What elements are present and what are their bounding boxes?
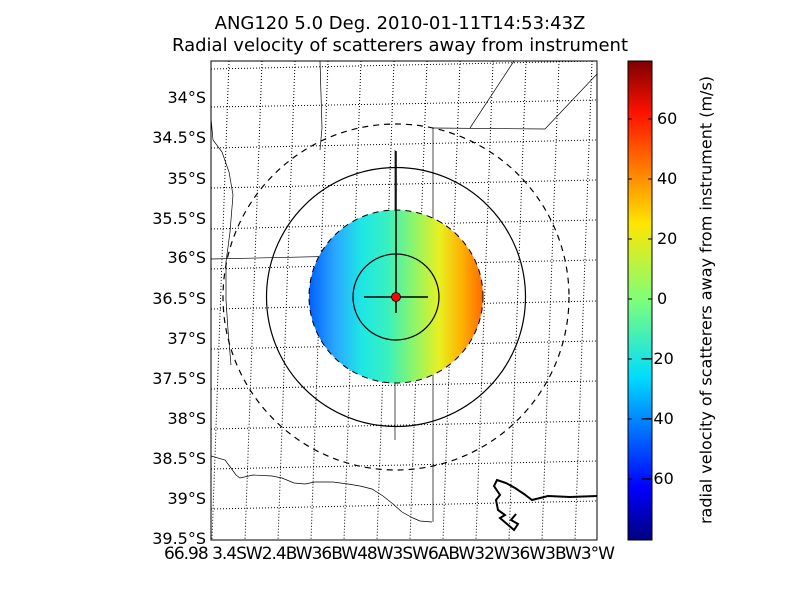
graticule bbox=[211, 61, 597, 540]
map-title-line2: Radial velocity of scatterers away from … bbox=[171, 35, 629, 56]
map-title-line1: ANG120 5.0 Deg. 2010-01-11T14:53:43Z bbox=[214, 13, 586, 34]
colorbar-tick-label: −20 bbox=[640, 349, 674, 368]
lat-label: 36.5°S bbox=[152, 289, 206, 308]
lat-label: 34.5°S bbox=[152, 128, 206, 147]
lat-label: 38.5°S bbox=[152, 449, 206, 468]
lat-label: 36°S bbox=[167, 248, 206, 267]
colorbar-ticks bbox=[628, 118, 652, 480]
lat-label: 38°S bbox=[167, 409, 206, 428]
colorbar bbox=[627, 60, 653, 541]
map-axes bbox=[210, 60, 598, 541]
lat-label: 35.5°S bbox=[152, 209, 206, 228]
lat-label: 37°S bbox=[167, 329, 206, 348]
colorbar-tick-label: 20 bbox=[657, 229, 678, 248]
colorbar-tick-label: 60 bbox=[657, 109, 678, 128]
lat-label: 39.5°S bbox=[152, 529, 206, 548]
coastline bbox=[492, 478, 597, 532]
colorbar-tick-label: −40 bbox=[640, 409, 674, 428]
colorbar-tick-label: 40 bbox=[657, 169, 678, 188]
lat-label: 37.5°S bbox=[152, 369, 206, 388]
colorbar-tick-label: 0 bbox=[657, 289, 668, 308]
lat-label: 34°S bbox=[167, 88, 206, 107]
range-ring-max bbox=[222, 123, 570, 471]
radar-site-marker bbox=[391, 292, 401, 302]
longitude-labels: 66.98 3.4SW2.4BW36BW48W3SW6ABW32W36W3BW3… bbox=[164, 544, 615, 564]
lat-label: 35°S bbox=[167, 169, 206, 188]
lat-label: 39°S bbox=[167, 489, 206, 508]
colorbar-tick-label: −60 bbox=[640, 469, 674, 488]
colorbar-axis-label: radial velocity of scatterers away from … bbox=[696, 75, 716, 525]
